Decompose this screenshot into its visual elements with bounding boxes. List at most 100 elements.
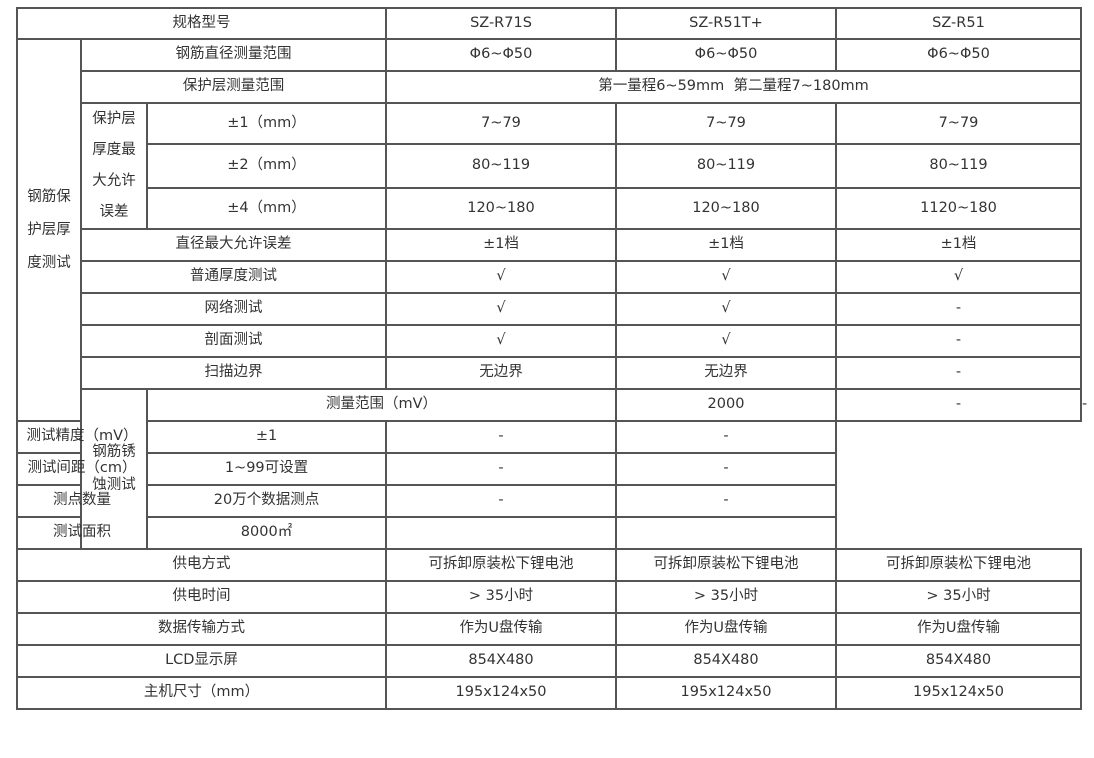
row-label: 测试面积 bbox=[16, 516, 148, 550]
row-label: 剖面测试 bbox=[80, 324, 387, 358]
cell: 80~119 bbox=[615, 143, 837, 189]
row-label: 直径最大允许误差 bbox=[80, 228, 387, 262]
cell: √ bbox=[385, 292, 617, 326]
cell: ±1档 bbox=[835, 228, 1082, 262]
cell: 7~79 bbox=[835, 101, 1082, 146]
table-row: 钢筋锈 蚀测试 测量范围（mV） 2000 - - bbox=[17, 388, 1087, 550]
cell: 120~180 bbox=[615, 186, 837, 231]
cell: 可拆卸原装松下锂电池 bbox=[385, 548, 617, 582]
row-label: 数据传输方式 bbox=[16, 612, 387, 646]
table-row: 测点数量 20万个数据测点 - - bbox=[16, 484, 1081, 518]
cell: > 35小时 bbox=[615, 580, 837, 614]
table-row: 供电时间 > 35小时 > 35小时 > 35小时 bbox=[16, 580, 1082, 614]
table-row: LCD显示屏 854X480 854X480 854X480 bbox=[16, 644, 1082, 678]
cell: - bbox=[385, 420, 617, 454]
table-row: ±4（mm） 120~180 120~180 1120~180 bbox=[17, 186, 1082, 231]
group-label-line: 蚀测试 bbox=[92, 477, 136, 493]
cell: 195x124x50 bbox=[615, 676, 837, 710]
group-label-line: 保护层 bbox=[92, 111, 136, 127]
cell: 80~119 bbox=[835, 143, 1082, 189]
cell: √ bbox=[835, 260, 1082, 294]
cell: - bbox=[835, 292, 1082, 326]
table-row: 网络测试 √ √ - bbox=[17, 292, 1082, 326]
cell: √ bbox=[615, 324, 837, 358]
row-label: 网络测试 bbox=[80, 292, 387, 326]
cell: 可拆卸原装松下锂电池 bbox=[615, 548, 837, 582]
cell: 作为U盘传输 bbox=[615, 612, 837, 646]
cell: 7~79 bbox=[615, 101, 837, 146]
table-row: 普通厚度测试 √ √ √ bbox=[17, 260, 1082, 294]
row-label: 普通厚度测试 bbox=[80, 260, 387, 294]
cell: - bbox=[835, 388, 1082, 422]
cell: 8000㎡ bbox=[146, 516, 387, 550]
tolerance-group-label: 保护层 厚度最 大允许 误差 bbox=[80, 102, 148, 230]
cell: ±1档 bbox=[615, 228, 837, 262]
group-label-line: 度测试 bbox=[27, 254, 71, 271]
cell: 854X480 bbox=[385, 644, 617, 678]
cover-group-label: 钢筋保 护层厚 度测试 bbox=[16, 38, 82, 422]
table-row: 主机尺寸（mm） 195x124x50 195x124x50 195x124x5… bbox=[16, 676, 1082, 710]
group-label-line: 大允许 bbox=[92, 173, 136, 189]
table-row: 测试面积 8000㎡ bbox=[16, 516, 1081, 550]
cell: 854X480 bbox=[835, 644, 1082, 678]
cell: 20万个数据测点 bbox=[146, 484, 387, 518]
cell: ±1档 bbox=[385, 228, 617, 262]
cell: √ bbox=[615, 292, 837, 326]
cell: - bbox=[835, 324, 1082, 358]
group-label-line: 护层厚 bbox=[27, 221, 71, 238]
row-label: ±2（mm） bbox=[146, 143, 387, 189]
cell: - bbox=[835, 356, 1082, 390]
cell: ±1 bbox=[146, 420, 387, 454]
cell: √ bbox=[385, 260, 617, 294]
row-label: 保护层测量范围 bbox=[80, 70, 387, 104]
row-label: 主机尺寸（mm） bbox=[16, 676, 387, 710]
header-row: 规格型号 SZ-R71S SZ-R51T+ SZ-R51 bbox=[16, 7, 1082, 40]
cell: 7~79 bbox=[385, 101, 617, 146]
row-label: 测点数量 bbox=[16, 484, 148, 518]
cell: 无边界 bbox=[615, 356, 837, 390]
group-label-line: 钢筋保 bbox=[27, 188, 71, 205]
cell: 854X480 bbox=[615, 644, 837, 678]
row-label: 测试精度（mV） bbox=[16, 420, 148, 454]
cell: - bbox=[385, 484, 617, 518]
spec-table: 规格型号 SZ-R71S SZ-R51T+ SZ-R51 钢筋保 护层厚 度测试… bbox=[16, 7, 1087, 710]
table-row: 扫描边界 无边界 无边界 - bbox=[17, 356, 1082, 390]
cell: Φ6~Φ50 bbox=[385, 38, 617, 72]
header-label: 规格型号 bbox=[16, 7, 387, 40]
table-row: 钢筋保 护层厚 度测试 钢筋直径测量范围 Φ6~Φ50 Φ6~Φ50 Φ6~Φ5… bbox=[16, 38, 1082, 422]
row-label: 供电时间 bbox=[16, 580, 387, 614]
cell: 195x124x50 bbox=[835, 676, 1082, 710]
table-row: 测试精度（mV） ±1 - - bbox=[16, 420, 1081, 454]
cell: 2000 bbox=[615, 388, 837, 422]
cell: - bbox=[615, 420, 837, 454]
cell: > 35小时 bbox=[385, 580, 617, 614]
row-label: 钢筋直径测量范围 bbox=[80, 38, 387, 72]
table-row: 测试间距（cm） 1~99可设置 - - bbox=[16, 452, 1081, 486]
cell: 80~119 bbox=[385, 143, 617, 189]
cell: √ bbox=[615, 260, 837, 294]
cell: > 35小时 bbox=[835, 580, 1082, 614]
model-3: SZ-R51 bbox=[835, 7, 1082, 40]
cell: 作为U盘传输 bbox=[385, 612, 617, 646]
model-2: SZ-R51T+ bbox=[615, 7, 837, 40]
table-row: 供电方式 可拆卸原装松下锂电池 可拆卸原装松下锂电池 可拆卸原装松下锂电池 bbox=[16, 548, 1082, 582]
row-label: 扫描边界 bbox=[80, 356, 387, 390]
cell: √ bbox=[385, 324, 617, 358]
table-row: ±2（mm） 80~119 80~119 80~119 bbox=[17, 143, 1082, 189]
group-label-line: 误差 bbox=[99, 204, 129, 220]
cell: - bbox=[615, 452, 837, 486]
cell bbox=[615, 516, 837, 550]
cell: 1~99可设置 bbox=[146, 452, 387, 486]
cell: Φ6~Φ50 bbox=[615, 38, 837, 72]
cell: 无边界 bbox=[385, 356, 617, 390]
cell: 可拆卸原装松下锂电池 bbox=[835, 548, 1082, 582]
cell: 120~180 bbox=[385, 186, 617, 231]
table-row: 保护层 厚度最 大允许 误差 ±1（mm） 7~79 7~79 7~79 bbox=[17, 101, 1082, 230]
row-label: ±1（mm） bbox=[146, 101, 387, 146]
row-label: 供电方式 bbox=[16, 548, 387, 582]
cell: 第一量程6~59mm 第二量程7~180mm bbox=[385, 70, 1082, 104]
cell bbox=[385, 516, 617, 550]
group-label-line: 厚度最 bbox=[92, 142, 136, 158]
table-row: 直径最大允许误差 ±1档 ±1档 ±1档 bbox=[17, 228, 1082, 262]
cell: - bbox=[385, 452, 617, 486]
